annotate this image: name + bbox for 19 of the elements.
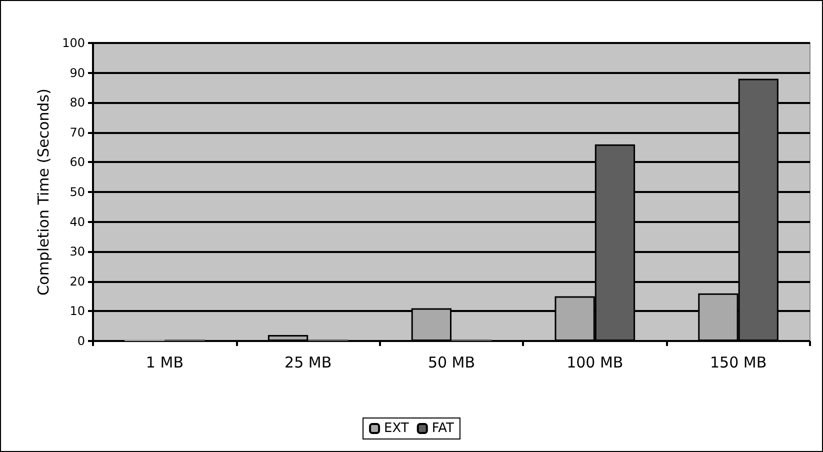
x-tick-label: 50 MB	[428, 354, 476, 372]
y-tick-label: 0	[77, 334, 85, 348]
legend-label: FAT	[432, 421, 454, 436]
y-tick-label: 60	[70, 155, 85, 170]
y-tick-label: 90	[70, 66, 85, 80]
y-tick-label: 30	[70, 244, 85, 259]
x-tick-label: 100 MB	[566, 354, 624, 372]
y-tick-label: 80	[70, 96, 85, 110]
legend-label: EXT	[384, 421, 409, 436]
y-tick-label: 100	[62, 36, 85, 50]
y-axis-title: Completion Time (Seconds)	[34, 88, 53, 296]
y-tick-label: 20	[70, 274, 85, 288]
y-tick-label: 70	[70, 125, 85, 140]
x-tick-label: 1 MB	[146, 354, 184, 372]
x-tick-label: 150 MB	[710, 354, 767, 372]
x-tick-label: 25 MB	[284, 354, 332, 372]
y-tick-label: 50	[70, 185, 85, 199]
y-tick-label: 40	[70, 214, 85, 229]
y-tick-label: 10	[70, 304, 85, 318]
